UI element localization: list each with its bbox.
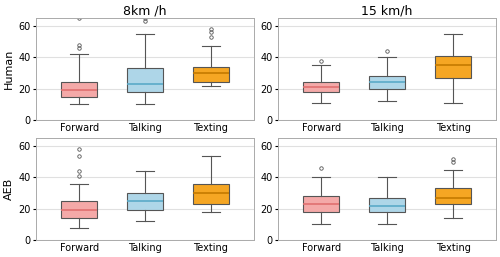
PathPatch shape	[369, 76, 406, 89]
PathPatch shape	[61, 82, 97, 97]
PathPatch shape	[192, 67, 229, 82]
Title: 8km /h: 8km /h	[123, 4, 166, 17]
Y-axis label: AEB: AEB	[4, 178, 14, 200]
PathPatch shape	[127, 193, 163, 210]
PathPatch shape	[435, 56, 471, 78]
Y-axis label: Human: Human	[4, 49, 14, 89]
PathPatch shape	[369, 198, 406, 212]
PathPatch shape	[61, 201, 97, 218]
PathPatch shape	[303, 82, 340, 92]
PathPatch shape	[303, 196, 340, 212]
Title: 15 km/h: 15 km/h	[362, 4, 413, 17]
PathPatch shape	[127, 68, 163, 92]
PathPatch shape	[192, 184, 229, 204]
PathPatch shape	[435, 188, 471, 204]
